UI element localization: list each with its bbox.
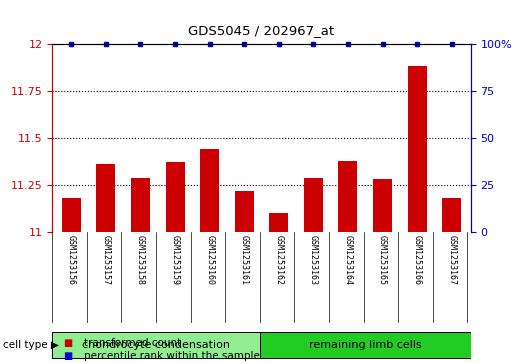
Bar [407,66,427,232]
Bar [96,164,116,232]
Bar [373,179,392,232]
Bar [338,160,357,232]
Bar [52,332,260,358]
Text: GSM1253163: GSM1253163 [309,235,318,285]
Text: remaining limb cells: remaining limb cells [309,340,422,350]
Bar [269,213,288,232]
Text: GSM1253161: GSM1253161 [240,235,249,285]
Text: GSM1253157: GSM1253157 [101,235,110,285]
Text: ■: ■ [63,351,72,361]
Text: GSM1253165: GSM1253165 [378,235,387,285]
Bar [260,332,471,358]
Text: cell type ▶: cell type ▶ [3,340,59,350]
Text: GSM1253159: GSM1253159 [170,235,179,285]
Text: GSM1253156: GSM1253156 [67,235,76,285]
Text: GDS5045 / 202967_at: GDS5045 / 202967_at [188,24,335,37]
Text: GSM1253166: GSM1253166 [413,235,422,285]
Bar [166,163,185,232]
Text: GSM1253162: GSM1253162 [274,235,283,285]
Text: GSM1253167: GSM1253167 [447,235,456,285]
Text: GSM1253158: GSM1253158 [136,235,145,285]
Bar [304,178,323,232]
Bar [200,149,219,232]
Text: chondrocyte condensation: chondrocyte condensation [82,340,230,350]
Text: GSM1253160: GSM1253160 [205,235,214,285]
Text: ■: ■ [63,338,72,348]
Bar [131,178,150,232]
Text: GSM1253164: GSM1253164 [344,235,353,285]
Bar [235,191,254,232]
Bar [62,198,81,232]
Bar [442,198,461,232]
Text: transformed count: transformed count [84,338,181,348]
Text: percentile rank within the sample: percentile rank within the sample [84,351,259,361]
